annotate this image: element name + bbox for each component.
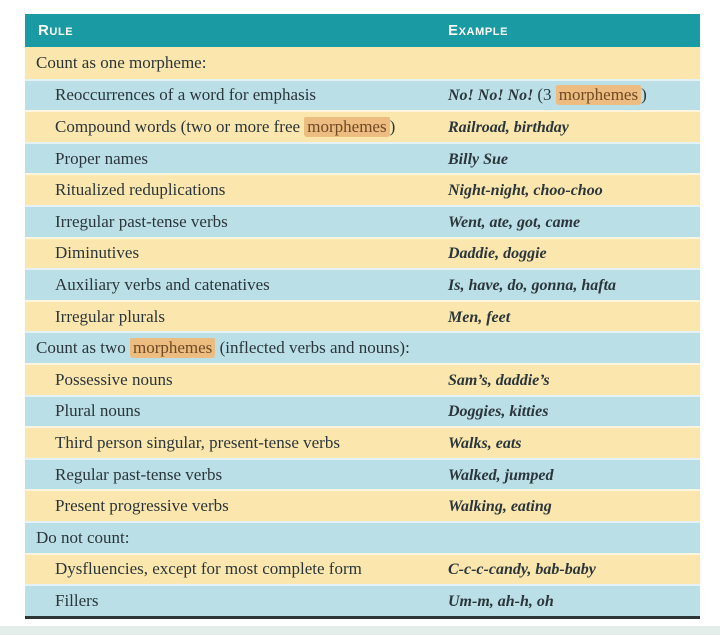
text-segment: Reoccurrences of a word for emphasis	[55, 85, 317, 105]
section-row: Count as one morpheme:	[25, 47, 700, 79]
text-segment: Walks, eats	[448, 434, 522, 452]
table-row: Dysfluencies, except for most complete f…	[25, 552, 700, 585]
rule-column-header: Rule	[38, 22, 74, 39]
rule-cell: Auxiliary verbs and catenatives	[25, 275, 445, 295]
example-cell: Walked, jumped	[445, 465, 700, 485]
example-cell: Billy Sue	[445, 149, 700, 169]
text-segment: Walking, eating	[448, 498, 552, 516]
rule-cell: Possessive nouns	[25, 370, 445, 390]
table-row: Irregular past-tense verbs Went, ate, got…	[25, 204, 700, 237]
rule-cell: Irregular past-tense verbs	[25, 212, 445, 232]
text-segment: Do not count:	[36, 527, 130, 547]
rule-cell: Regular past-tense verbs	[25, 465, 445, 485]
example-cell: Daddie, doggie	[445, 243, 700, 263]
text-segment: Sam’s, daddie’s	[448, 371, 550, 389]
example-cell: C-c-c-candy, bab-baby	[445, 559, 700, 579]
morpheme-rules-table: Rule Example Count as one morpheme: Reocc…	[25, 14, 700, 619]
text-segment: Daddie, doggie	[448, 245, 547, 263]
table-row: Diminutives Daddie, doggie	[25, 236, 700, 269]
text-segment: Ritualized reduplications	[55, 180, 226, 200]
example-cell: Um-m, ah-h, oh	[445, 591, 700, 611]
text-segment: )	[389, 116, 396, 136]
text-segment: Irregular past-tense verbs	[55, 211, 228, 231]
example-cell: Went, ate, got, came	[445, 212, 700, 232]
highlighted-term: morphemes	[304, 116, 390, 137]
text-segment: Proper names	[55, 148, 149, 168]
text-segment: Count as two	[36, 338, 130, 358]
rule-cell: Reoccurrences of a word for emphasis	[25, 85, 445, 105]
rule-cell: Present progressive verbs	[25, 496, 445, 516]
text-segment: Third person singular, present-tense ver…	[55, 432, 340, 452]
rule-cell: Dysfluencies, except for most complete f…	[25, 559, 445, 579]
table-row: Regular past-tense verbs Walked, jumped	[25, 457, 700, 490]
example-cell: Railroad, birthday	[445, 117, 700, 137]
highlighted-term: morphemes	[555, 85, 642, 106]
text-segment: Fillers	[55, 590, 99, 610]
table-row: Third person singular, present-tense ver…	[25, 426, 700, 458]
text-segment: Auxiliary verbs and catenatives	[55, 274, 270, 294]
rule-cell: Count as one morpheme:	[25, 53, 445, 73]
example-column-header: Example	[448, 22, 509, 39]
text-segment: Billy Sue	[448, 150, 509, 168]
rule-cell: Irregular plurals	[25, 307, 445, 327]
text-segment: )	[641, 85, 647, 105]
text-segment: Plural nouns	[55, 401, 141, 421]
rule-cell: Compound words (two or more free morphem…	[25, 116, 445, 137]
section-row: Count as two morphemes (inflected verbs …	[25, 331, 700, 363]
example-cell: Doggies, kitties	[445, 401, 700, 421]
text-segment: (3	[537, 85, 556, 105]
table-row: Plural nouns Doggies, kitties	[25, 394, 700, 427]
rule-cell: Third person singular, present-tense ver…	[25, 433, 445, 453]
example-cell: Night-night, choo-choo	[445, 180, 700, 200]
text-segment: Irregular plurals	[55, 306, 165, 326]
text-segment: Count as one morpheme:	[36, 52, 207, 72]
example-cell: Walking, eating	[445, 496, 700, 516]
text-segment: C-c-c-candy, bab-baby	[448, 561, 596, 579]
rule-cell: Fillers	[25, 591, 445, 611]
table-row: Irregular plurals Men, feet	[25, 299, 700, 332]
table-row: Auxiliary verbs and catenatives Is, have,…	[25, 268, 700, 300]
table-bottom-border	[25, 615, 700, 619]
text-segment: Doggies, kitties	[448, 403, 549, 421]
section-row: Do not count:	[25, 520, 700, 553]
table-row: Compound words (two or more free morphem…	[25, 110, 700, 142]
example-cell: No! No! No! (3 morphemes)	[445, 85, 700, 106]
table-row: Reoccurrences of a word for emphasis No! …	[25, 78, 700, 111]
text-segment: Compound words (two or more free	[55, 116, 305, 136]
text-segment: Railroad, birthday	[448, 118, 569, 136]
bottom-edge-strip	[0, 626, 720, 635]
table-row: Present progressive verbs Walking, eating	[25, 489, 700, 521]
rule-cell: Diminutives	[25, 243, 445, 263]
text-segment: Went, ate, got, came	[448, 213, 581, 231]
text-segment: Possessive nouns	[55, 369, 173, 389]
example-cell: Sam’s, daddie’s	[445, 370, 700, 390]
text-segment: Regular past-tense verbs	[55, 464, 223, 484]
text-segment: Night-night, choo-choo	[448, 182, 603, 200]
text-segment: Um-m, ah-h, oh	[448, 592, 554, 610]
text-segment: Present progressive verbs	[55, 496, 229, 516]
text-segment: Diminutives	[55, 243, 140, 263]
table-row: Possessive nouns Sam’s, daddie’s	[25, 362, 700, 395]
rule-cell: Plural nouns	[25, 401, 445, 421]
example-cell: Men, feet	[445, 307, 700, 327]
table-body: Count as one morpheme: Reoccurrences of a…	[25, 47, 700, 616]
text-segment: No! No! No!	[448, 87, 538, 105]
rule-cell: Count as two morphemes (inflected verbs …	[25, 338, 445, 359]
table-row: Fillers Um-m, ah-h, oh	[25, 584, 700, 616]
table-row: Ritualized reduplications Night-night, ch…	[25, 173, 700, 205]
text-segment: Men, feet	[448, 308, 511, 326]
highlighted-term: morphemes	[129, 338, 216, 359]
table-row: Proper names Billy Sue	[25, 141, 700, 174]
table-header-row: Rule Example	[25, 14, 700, 47]
example-cell: Walks, eats	[445, 433, 700, 453]
rule-cell: Do not count:	[25, 528, 445, 548]
text-segment: Walked, jumped	[448, 466, 554, 484]
text-segment: Dysfluencies, except for most complete f…	[55, 559, 362, 579]
text-segment: Is, have, do, gonna, hafta	[448, 276, 617, 294]
rule-cell: Proper names	[25, 149, 445, 169]
example-cell: Is, have, do, gonna, hafta	[445, 275, 700, 295]
text-segment: (inflected verbs and nouns):	[215, 338, 410, 358]
rule-cell: Ritualized reduplications	[25, 180, 445, 200]
